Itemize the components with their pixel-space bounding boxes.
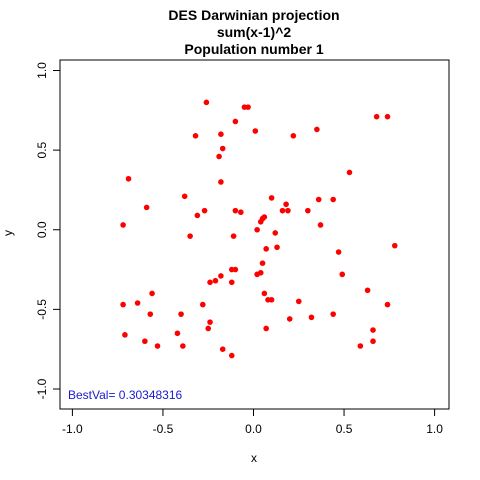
data-point	[232, 118, 239, 125]
x-tick-label: -0.5	[153, 422, 174, 436]
chart-title: DES Darwinian projection	[168, 7, 339, 23]
data-point	[268, 195, 275, 201]
x-tick-label: 0.5	[336, 422, 353, 436]
data-point	[199, 301, 206, 308]
x-axis-label: x	[251, 451, 257, 465]
data-point	[384, 301, 391, 308]
x-tick-label: 0.0	[245, 422, 262, 436]
data-point	[263, 246, 269, 252]
data-point	[285, 207, 291, 214]
data-point	[268, 297, 275, 303]
y-tick-label: -0.5	[35, 299, 49, 320]
data-point	[205, 325, 212, 332]
data-point	[187, 233, 193, 239]
data-point	[178, 311, 184, 317]
x-tick-label: -1.0	[62, 422, 83, 436]
data-point	[384, 113, 391, 120]
data-point	[286, 316, 293, 322]
y-tick-label: 0.5	[35, 141, 49, 158]
chart-subtitle-formula: sum(x-1)^2	[217, 24, 292, 40]
data-point	[120, 301, 126, 308]
data-point	[305, 207, 311, 214]
data-point	[261, 290, 268, 297]
data-point	[228, 279, 235, 286]
data-point	[254, 226, 260, 233]
data-point	[181, 193, 188, 200]
data-point	[314, 126, 320, 133]
data-point	[335, 249, 342, 255]
data-point	[274, 244, 280, 251]
data-point	[134, 300, 141, 306]
data-point	[245, 104, 251, 110]
data-points	[120, 99, 398, 359]
x-axis: -1.0 -0.5 0.0 0.5 1.0	[62, 408, 443, 436]
data-point	[308, 314, 315, 321]
data-point	[142, 338, 148, 345]
data-point	[364, 287, 371, 294]
data-point	[346, 169, 353, 176]
data-point	[228, 352, 235, 359]
best-value-annotation: BestVal= 0.30348316	[68, 388, 183, 402]
x-tick-label: 1.0	[426, 422, 443, 436]
data-point	[218, 273, 224, 279]
data-point	[149, 290, 155, 297]
data-point	[254, 271, 260, 278]
data-point	[317, 222, 324, 228]
data-point	[391, 242, 398, 249]
data-point	[357, 343, 364, 349]
data-point	[212, 277, 219, 284]
data-point	[370, 327, 376, 333]
data-point	[290, 132, 297, 139]
data-point	[122, 332, 128, 338]
y-tick-label: 1.0	[35, 62, 49, 79]
data-point	[252, 128, 259, 134]
data-point	[339, 271, 346, 278]
data-point	[219, 346, 226, 352]
data-point	[219, 145, 226, 152]
data-point	[295, 298, 302, 305]
data-point	[201, 207, 208, 214]
data-point	[143, 204, 150, 211]
data-point	[228, 266, 235, 273]
data-point	[279, 207, 286, 214]
data-point	[238, 209, 244, 216]
data-point	[174, 330, 181, 337]
data-point	[283, 201, 289, 208]
data-point	[125, 175, 132, 182]
data-point	[373, 113, 380, 120]
data-point	[370, 338, 376, 345]
data-point	[263, 325, 269, 332]
data-point	[330, 311, 336, 317]
data-point	[330, 196, 336, 203]
data-point	[232, 207, 239, 214]
data-point	[218, 179, 224, 185]
data-point	[203, 99, 210, 106]
data-point	[194, 212, 201, 219]
data-point	[259, 260, 266, 266]
data-point	[315, 196, 322, 203]
data-point	[257, 218, 264, 225]
data-point	[272, 230, 279, 236]
data-point	[192, 132, 199, 139]
data-point	[207, 319, 213, 325]
chart-subtitle-population: Population number 1	[184, 41, 323, 57]
data-point	[218, 131, 224, 137]
data-point	[230, 233, 237, 239]
y-tick-label: 0.0	[35, 221, 49, 238]
data-point	[147, 311, 154, 317]
data-point	[180, 343, 186, 349]
y-tick-label: -1.0	[35, 378, 49, 399]
y-axis: -1.0 -0.5 0.0 0.5 1.0	[35, 62, 61, 399]
y-axis-label: y	[1, 230, 15, 236]
data-point	[216, 153, 222, 160]
data-point	[207, 279, 213, 286]
data-point	[154, 343, 161, 349]
data-point	[120, 222, 126, 228]
